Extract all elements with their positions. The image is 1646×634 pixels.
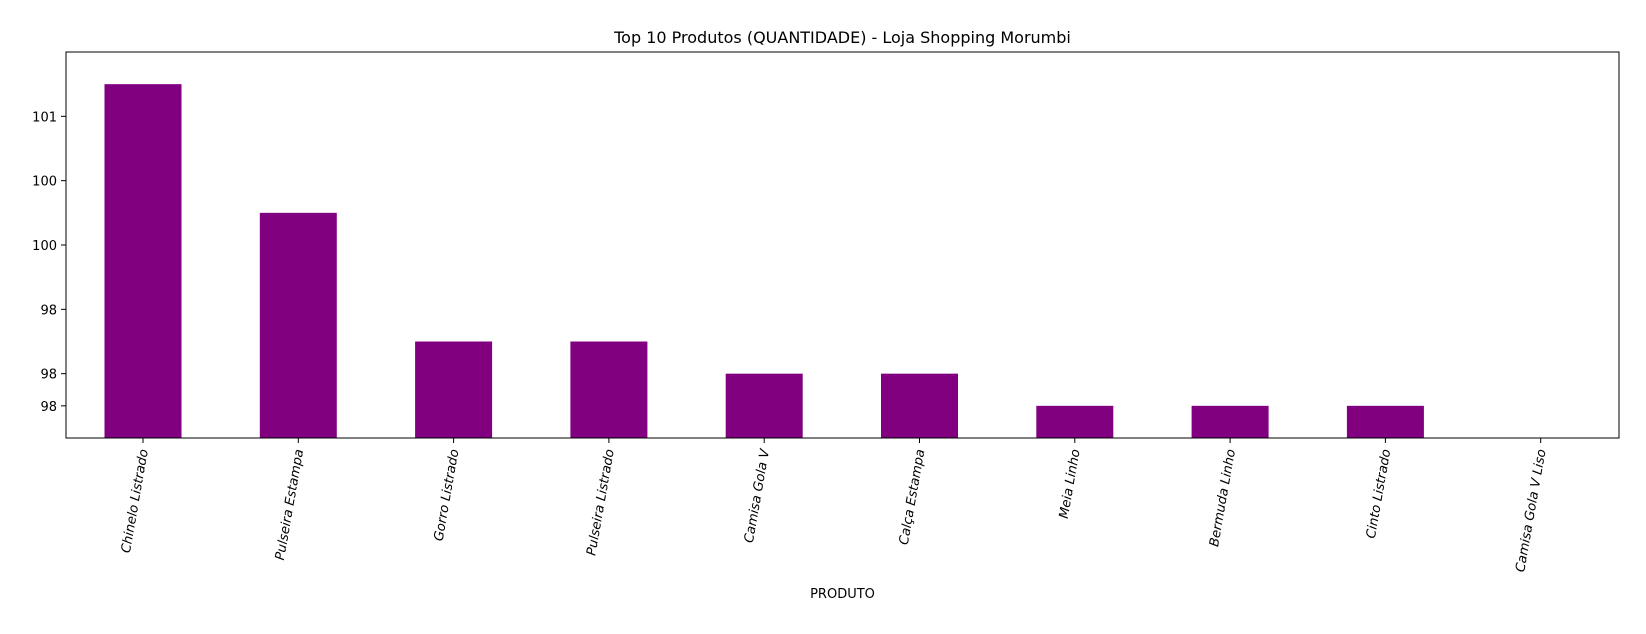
bar xyxy=(1191,405,1269,438)
x-axis-label: PRODUTO xyxy=(810,587,875,602)
x-tick-label: Pulseira Estampa xyxy=(273,448,307,561)
bar xyxy=(104,84,182,439)
bar xyxy=(1036,405,1114,438)
x-tick-label: Chinelo Listrado xyxy=(119,448,152,554)
bar xyxy=(1346,405,1424,438)
x-tick-label: Calça Estampa xyxy=(897,448,929,546)
x-tick-label: Cinto Listrado xyxy=(1364,448,1394,540)
x-tick-label: Meia Linho xyxy=(1057,448,1084,520)
y-tick-label: 100 xyxy=(32,239,57,254)
bar xyxy=(259,212,337,438)
y-tick-label: 98 xyxy=(40,400,57,415)
x-tick-label: Pulseira Listrado xyxy=(584,448,617,557)
y-tick-label: 100 xyxy=(32,175,57,190)
x-tick-label: Gorro Listrado xyxy=(432,448,463,542)
bars-layer xyxy=(104,84,1424,439)
y-tick-label: 101 xyxy=(32,110,57,125)
bar xyxy=(725,373,803,438)
x-tick-label: Camisa Gola V xyxy=(742,447,773,544)
plot-frame xyxy=(65,51,1620,439)
bar xyxy=(881,373,958,438)
x-tick-label: Camisa Gola V Liso xyxy=(1513,448,1549,573)
x-axis-ticks: Chinelo Listrado Pulseira Estampa Gorro Li… xyxy=(119,438,1550,573)
x-tick-label: Bermuda Linho xyxy=(1207,448,1239,548)
bar xyxy=(415,341,493,438)
y-tick-label: 98 xyxy=(40,303,57,318)
bar xyxy=(570,341,648,438)
y-tick-label: 98 xyxy=(40,368,57,383)
y-axis-ticks: 101 100 100 98 98 98 xyxy=(32,110,66,415)
chart-title: Top 10 Produtos (QUANTIDADE) - Loja Shop… xyxy=(613,28,1071,47)
